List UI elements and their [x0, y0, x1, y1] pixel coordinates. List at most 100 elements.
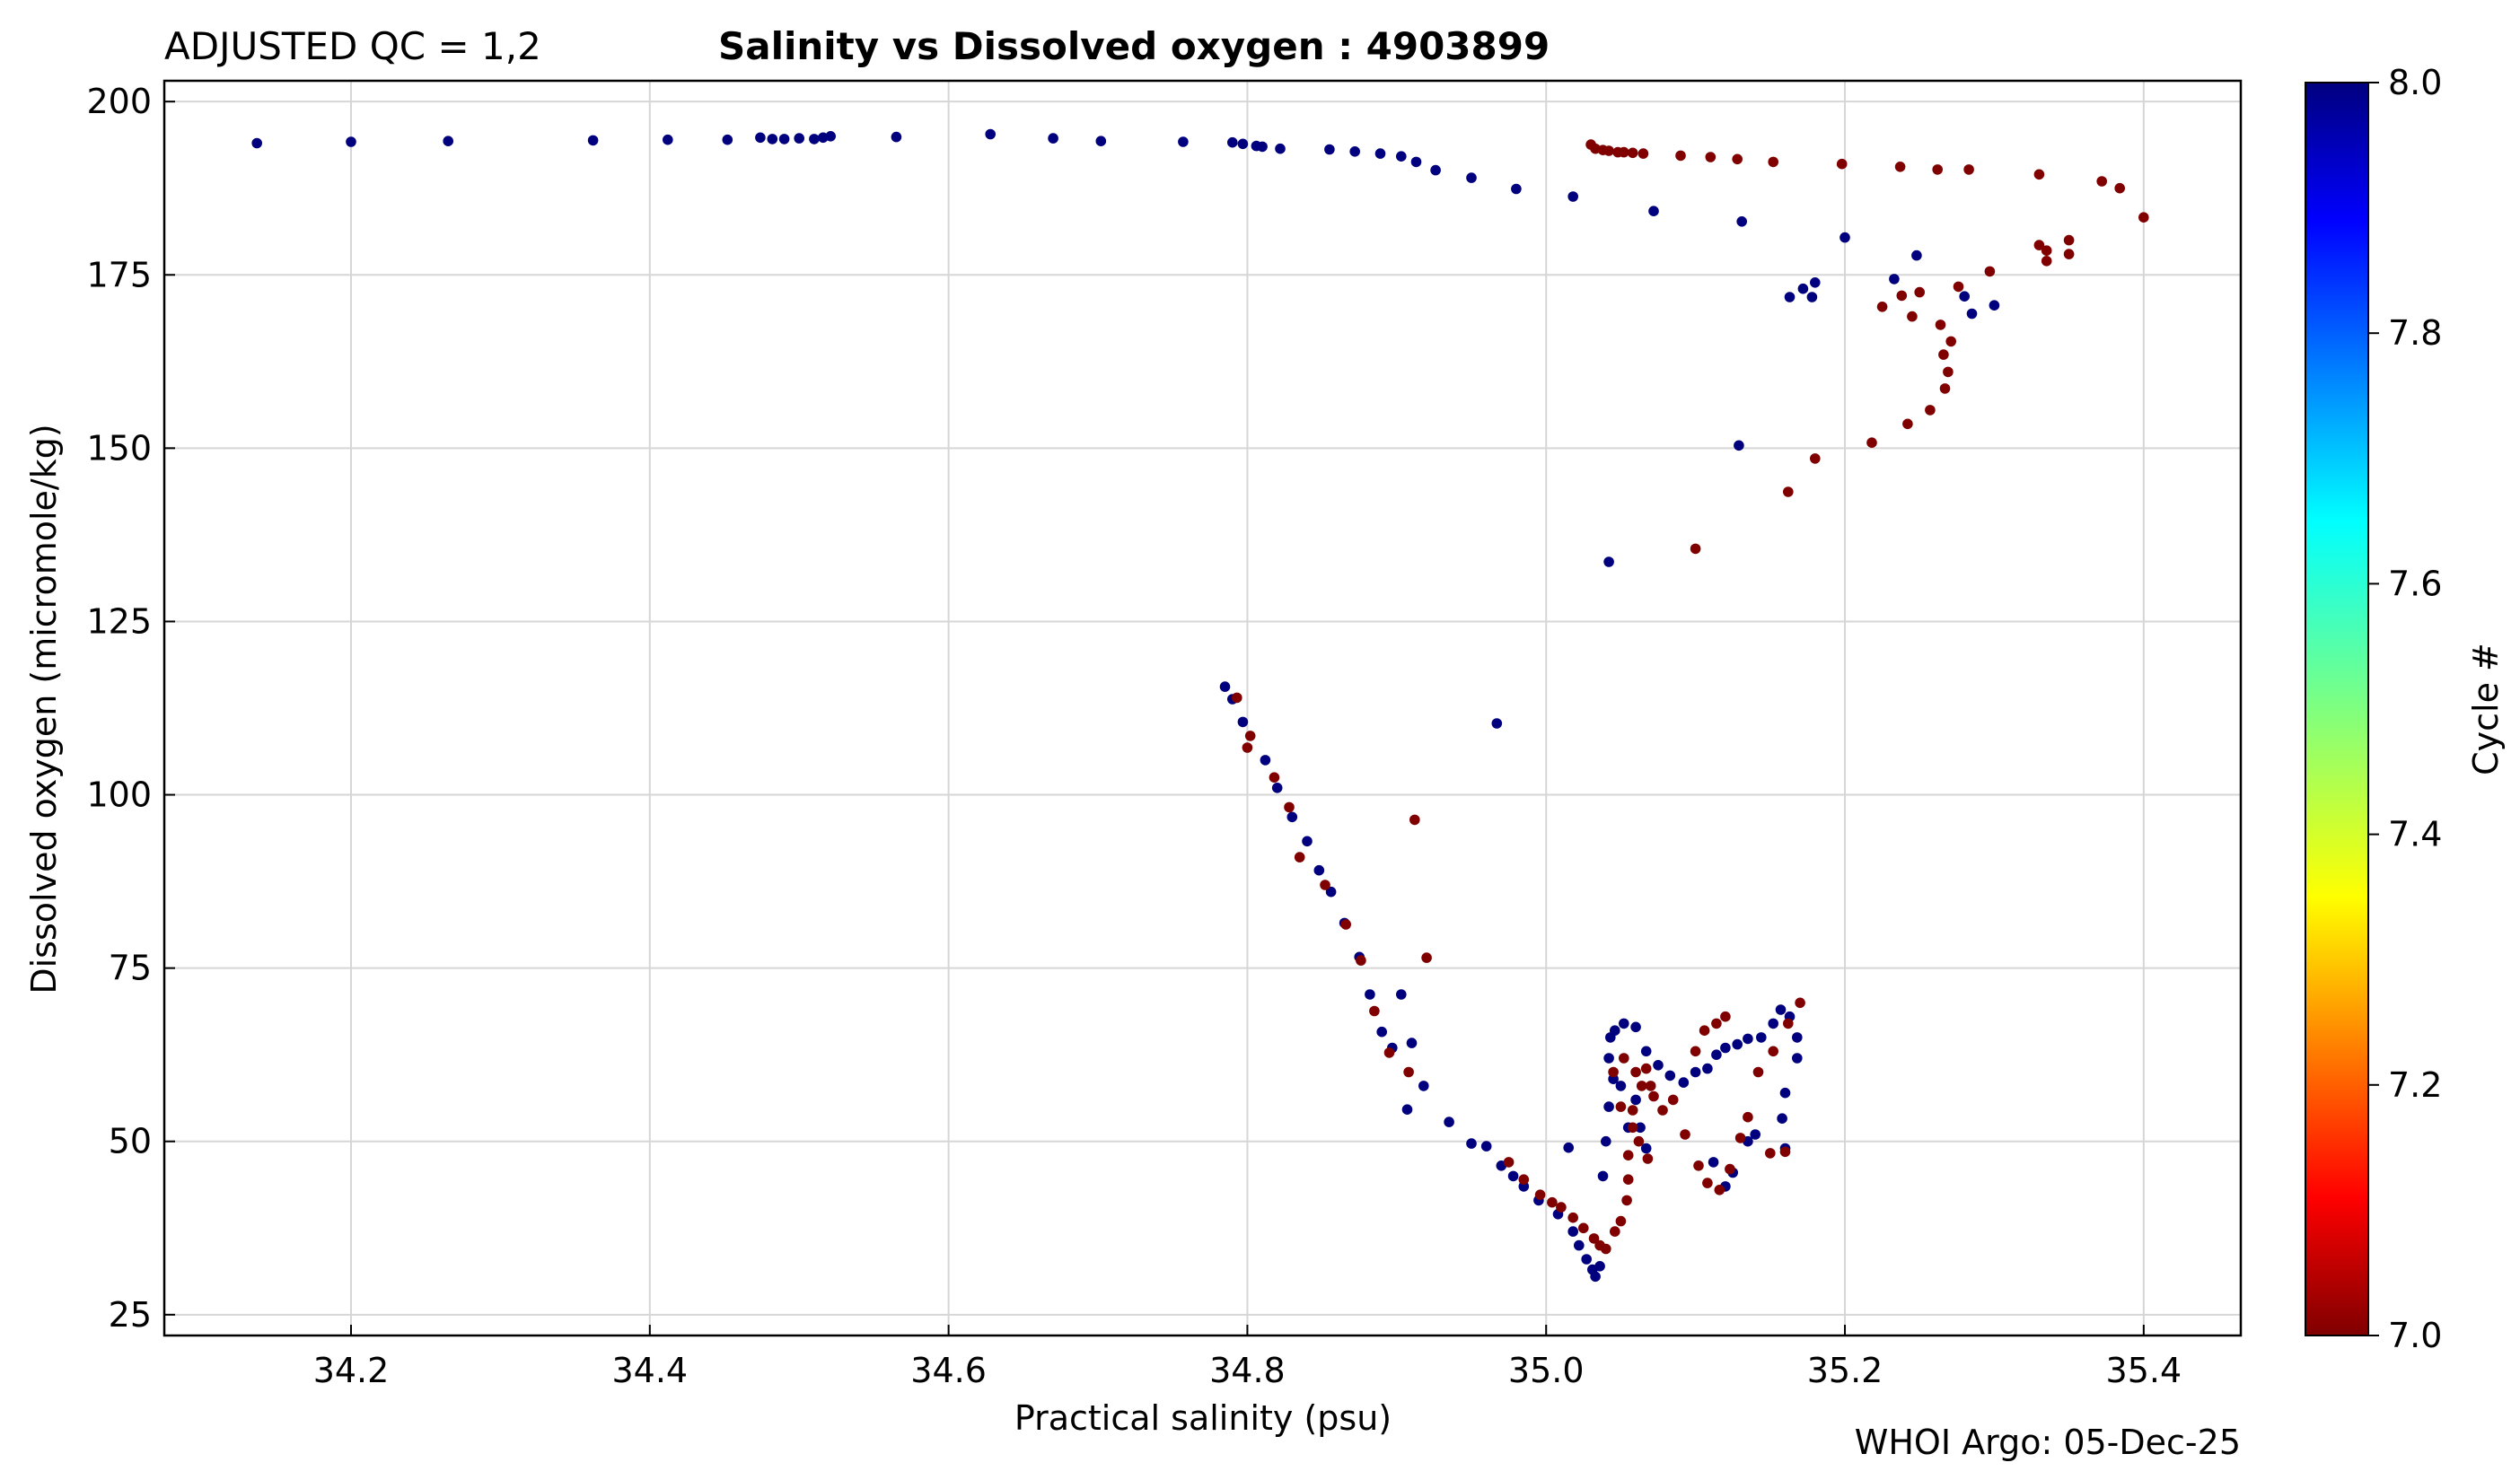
y-tick-label: 175 [86, 255, 152, 294]
data-point [1271, 783, 1283, 793]
data-point [1792, 1032, 1803, 1043]
data-point [1711, 1018, 1722, 1029]
data-point [1907, 311, 1918, 322]
data-point [1732, 1038, 1743, 1050]
data-point [767, 134, 778, 144]
data-point [1693, 1160, 1704, 1171]
data-point [1610, 1025, 1620, 1036]
data-point [1610, 1226, 1620, 1237]
data-point [1783, 1018, 1794, 1029]
data-point [1806, 292, 1818, 302]
y-tick-label: 125 [86, 601, 152, 641]
data-point [1894, 162, 1906, 172]
data-point [1750, 1129, 1760, 1140]
data-point [985, 128, 996, 140]
data-point [1574, 1239, 1585, 1251]
data-point [1797, 283, 1809, 294]
y-tick-label: 25 [109, 1295, 152, 1335]
data-point [1374, 148, 1386, 159]
qc-label: ADJUSTED QC = 1,2 [164, 24, 541, 68]
data-point [1603, 145, 1614, 156]
data-point [1603, 556, 1614, 567]
data-point [1779, 1146, 1791, 1158]
data-point [825, 131, 836, 142]
grid-lines [164, 81, 2241, 1336]
data-point [1911, 250, 1922, 261]
data-point [1621, 1195, 1632, 1206]
data-point [1690, 543, 1701, 555]
data-point [587, 135, 599, 146]
data-point [1775, 1004, 1787, 1015]
data-point [1680, 1129, 1690, 1140]
colorbar-tick-label: 7.8 [2388, 313, 2442, 353]
data-point [1810, 277, 1821, 288]
x-tick-label: 34.6 [910, 1351, 987, 1390]
data-point [1349, 146, 1360, 157]
data-point [1743, 1111, 1753, 1123]
colorbar-tick-label: 8.0 [2388, 63, 2442, 102]
data-point [2041, 245, 2052, 257]
x-axis-label: Practical salinity (psu) [1014, 1398, 1392, 1438]
data-point [1708, 1157, 1719, 1168]
data-point [1383, 1047, 1395, 1058]
x-tick-label: 35.4 [2106, 1351, 2182, 1390]
data-point [1627, 1122, 1638, 1134]
data-point [1302, 836, 1313, 847]
data-point [1630, 1021, 1641, 1033]
data-point [1765, 1148, 1776, 1159]
data-point [1984, 266, 1996, 277]
data-point [1725, 1163, 1735, 1175]
data-point [1734, 440, 1744, 451]
colorbar-ticks: 7.0 7.2 7.4 7.6 7.8 8.0 [2368, 63, 2442, 1355]
data-point [1640, 1143, 1652, 1154]
data-point [1619, 146, 1629, 158]
data-point [1294, 852, 1305, 863]
data-point [443, 136, 454, 146]
data-point [1736, 216, 1747, 227]
data-point [1714, 1185, 1725, 1195]
data-point [1664, 1070, 1676, 1082]
data-point [2138, 212, 2149, 223]
data-point [1615, 1081, 1627, 1091]
data-point [1369, 1005, 1380, 1017]
data-point [1356, 955, 1366, 966]
data-point [1734, 1133, 1746, 1143]
x-tick-label: 34.8 [1209, 1351, 1286, 1390]
data-point [1227, 136, 1238, 148]
data-point [891, 131, 902, 143]
data-point [1840, 232, 1850, 243]
data-point [1768, 1046, 1778, 1057]
data-point [1959, 291, 1970, 302]
data-points [251, 128, 2149, 1283]
data-point [1633, 1135, 1645, 1147]
x-tick-label: 34.2 [313, 1351, 390, 1390]
data-point [1444, 1117, 1454, 1127]
data-point [1963, 164, 1974, 175]
data-point [1989, 300, 2000, 311]
data-point [1547, 1196, 1558, 1208]
data-point [1640, 1046, 1652, 1057]
data-point [2033, 240, 2045, 250]
data-point [1430, 164, 1441, 176]
data-point [2041, 256, 2052, 267]
data-point [2033, 169, 2045, 180]
data-point [1503, 1157, 1515, 1168]
y-axis-label: Dissolved oxygen (micromole/kg) [24, 424, 64, 994]
data-point [1702, 1063, 1713, 1074]
data-point [1275, 143, 1286, 154]
data-point [1320, 880, 1330, 890]
data-point [1567, 191, 1578, 202]
y-tick-label: 50 [109, 1122, 152, 1161]
data-point [1237, 716, 1249, 728]
data-point [1376, 1026, 1387, 1038]
data-point [1284, 801, 1295, 813]
data-point [1615, 1215, 1627, 1227]
data-point [1401, 1104, 1413, 1115]
axis-ticks: 34.2 34.4 34.6 34.8 35.0 35.2 35.4 25 50 75 100 125… [86, 82, 2182, 1390]
data-point [1232, 692, 1242, 704]
data-point [1768, 1018, 1778, 1029]
data-point [1534, 1189, 1546, 1200]
x-tick-label: 35.2 [1807, 1351, 1883, 1390]
data-point [1711, 1049, 1722, 1060]
data-point [1466, 172, 1477, 183]
